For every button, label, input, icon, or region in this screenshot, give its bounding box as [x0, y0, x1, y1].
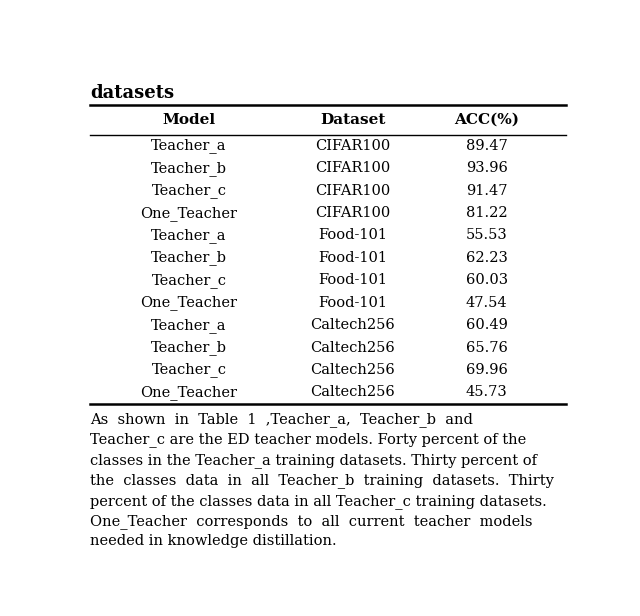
- Text: 45.73: 45.73: [466, 386, 508, 399]
- Text: Caltech256: Caltech256: [310, 363, 395, 377]
- Text: 55.53: 55.53: [466, 229, 508, 243]
- Text: Teacher_a: Teacher_a: [152, 228, 227, 243]
- Text: Teacher_c: Teacher_c: [152, 363, 227, 378]
- Text: 65.76: 65.76: [466, 341, 508, 355]
- Text: CIFAR100: CIFAR100: [315, 206, 390, 220]
- Text: percent of the classes data in all Teacher_c training datasets.: percent of the classes data in all Teach…: [90, 493, 547, 509]
- Text: the  classes  data  in  all  Teacher_b  training  datasets.  Thirty: the classes data in all Teacher_b traini…: [90, 473, 554, 488]
- Text: Food-101: Food-101: [318, 229, 387, 243]
- Text: Teacher_a: Teacher_a: [152, 139, 227, 153]
- Text: needed in knowledge distillation.: needed in knowledge distillation.: [90, 535, 337, 548]
- Text: 91.47: 91.47: [466, 184, 508, 198]
- Text: Food-101: Food-101: [318, 251, 387, 265]
- Text: Teacher_b: Teacher_b: [151, 161, 227, 176]
- Text: CIFAR100: CIFAR100: [315, 161, 390, 175]
- Text: One_Teacher: One_Teacher: [141, 206, 237, 221]
- Text: One_Teacher: One_Teacher: [141, 295, 237, 310]
- Text: 69.96: 69.96: [466, 363, 508, 377]
- Text: Food-101: Food-101: [318, 296, 387, 310]
- Text: Caltech256: Caltech256: [310, 386, 395, 399]
- Text: Caltech256: Caltech256: [310, 318, 395, 332]
- Text: Teacher_b: Teacher_b: [151, 340, 227, 355]
- Text: CIFAR100: CIFAR100: [315, 184, 390, 198]
- Text: One_Teacher  corresponds  to  all  current  teacher  models: One_Teacher corresponds to all current t…: [90, 514, 532, 529]
- Text: 60.49: 60.49: [466, 318, 508, 332]
- Text: CIFAR100: CIFAR100: [315, 139, 390, 153]
- Text: Teacher_c: Teacher_c: [152, 273, 227, 288]
- Text: One_Teacher: One_Teacher: [141, 385, 237, 400]
- Text: Teacher_a: Teacher_a: [152, 318, 227, 333]
- Text: Teacher_b: Teacher_b: [151, 251, 227, 265]
- Text: As  shown  in  Table  1  ,Teacher_a,  Teacher_b  and: As shown in Table 1 ,Teacher_a, Teacher_…: [90, 412, 473, 427]
- Text: classes in the Teacher_a training datasets. Thirty percent of: classes in the Teacher_a training datase…: [90, 453, 537, 468]
- Text: Caltech256: Caltech256: [310, 341, 395, 355]
- Text: Dataset: Dataset: [320, 113, 385, 127]
- Text: 47.54: 47.54: [466, 296, 508, 310]
- Text: datasets: datasets: [90, 84, 174, 102]
- Text: Food-101: Food-101: [318, 274, 387, 287]
- Text: Model: Model: [163, 113, 216, 127]
- Text: 60.03: 60.03: [466, 274, 508, 287]
- Text: 62.23: 62.23: [466, 251, 508, 265]
- Text: 89.47: 89.47: [466, 139, 508, 153]
- Text: ACC(%): ACC(%): [454, 113, 519, 127]
- Text: Teacher_c are the ED teacher models. Forty percent of the: Teacher_c are the ED teacher models. For…: [90, 432, 526, 447]
- Text: 93.96: 93.96: [466, 161, 508, 175]
- Text: Teacher_c: Teacher_c: [152, 183, 227, 198]
- Text: 81.22: 81.22: [466, 206, 508, 220]
